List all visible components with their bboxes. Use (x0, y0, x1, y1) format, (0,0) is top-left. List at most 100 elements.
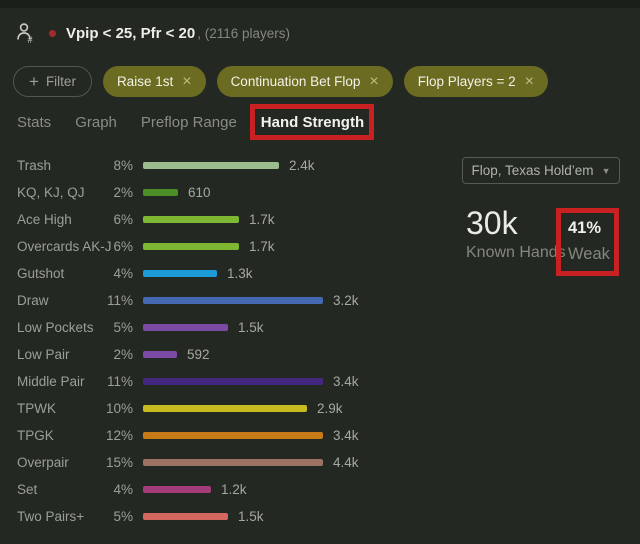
value-label: 4.4k (333, 455, 359, 470)
bar-wrap: 1.2k (133, 482, 447, 497)
value-label: 1.7k (249, 212, 275, 227)
bar-wrap: 592 (133, 347, 447, 362)
close-icon[interactable]: × (182, 72, 192, 90)
chart-row: Ace High 6% 1.7k (17, 206, 447, 233)
known-hands-stat: 30k Known Hands (466, 206, 566, 262)
value-label: 610 (188, 185, 211, 200)
players-group-icon: # (17, 23, 33, 44)
bar-wrap: 4.4k (133, 455, 447, 470)
category-label: Gutshot (17, 266, 65, 281)
bar (143, 324, 228, 331)
category-label: Overcards AK-J (17, 239, 112, 254)
filter-tag[interactable]: Continuation Bet Flop × (216, 66, 393, 97)
bar (143, 243, 239, 250)
chart-row: Gutshot 4% 1.3k (17, 260, 447, 287)
percent-label: 2% (113, 185, 133, 200)
percent-label: 6% (113, 212, 133, 227)
close-icon[interactable]: × (524, 72, 535, 90)
bar (143, 297, 323, 304)
caret-down-icon: ▼ (601, 165, 611, 176)
bar-wrap: 1.7k (133, 239, 447, 254)
category-label: Low Pair (17, 347, 70, 362)
value-label: 3.2k (333, 293, 359, 308)
plus-icon: + (29, 72, 39, 91)
bar (143, 351, 177, 358)
value-label: 1.7k (249, 239, 275, 254)
street-game-dropdown[interactable]: Flop, Texas Hold’em ▼ (462, 157, 620, 184)
chart-row: TPWK 10% 2.9k (17, 395, 447, 422)
value-label: 1.5k (238, 509, 264, 524)
bar (143, 486, 211, 493)
chart-row: TPGK 12% 3.4k (17, 422, 447, 449)
bar (143, 459, 323, 466)
chart-row: Low Pockets 5% 1.5k (17, 314, 447, 341)
value-label: 1.5k (238, 320, 264, 335)
bar-wrap: 1.5k (133, 320, 447, 335)
weak-stat: 41% Weak (556, 208, 619, 276)
value-label: 1.3k (227, 266, 253, 281)
known-hands-label: Known Hands (466, 244, 566, 261)
bar-wrap: 1.7k (133, 212, 447, 227)
known-hands-value: 30k (466, 205, 518, 241)
filter-tag-label: Continuation Bet Flop (230, 74, 361, 89)
percent-label: 2% (113, 347, 133, 362)
filter-tag[interactable]: Raise 1st × (102, 66, 206, 97)
bar (143, 513, 228, 520)
header: # Vpip < 25, Pfr < 20, (2116 players) (16, 21, 290, 45)
chart-row: Draw 11% 3.2k (17, 287, 447, 314)
add-filter-label: Filter (45, 74, 76, 89)
category-label: Middle Pair (17, 374, 85, 389)
category-label: Ace High (17, 212, 72, 227)
tab-preflop-range[interactable]: Preflop Range (140, 114, 237, 131)
category-label: Overpair (17, 455, 69, 470)
chart-row: KQ, KJ, QJ 2% 610 (17, 179, 447, 206)
bar (143, 270, 217, 277)
filter-tag-label: Flop Players = 2 (417, 74, 516, 89)
bar (143, 162, 279, 169)
percent-label: 6% (113, 239, 133, 254)
bar (143, 405, 307, 412)
value-label: 592 (187, 347, 210, 362)
title-text: Vpip < 25, Pfr < 20 (66, 24, 196, 42)
chart-row: Set 4% 1.2k (17, 476, 447, 503)
percent-label: 8% (113, 158, 133, 173)
close-icon[interactable]: × (369, 72, 379, 90)
bar (143, 378, 323, 385)
value-label: 2.4k (289, 158, 315, 173)
tab-stats[interactable]: Stats (17, 114, 52, 131)
percent-label: 11% (106, 374, 133, 389)
filter-tag[interactable]: Flop Players = 2 × (403, 66, 549, 97)
status-dot (49, 29, 56, 37)
percent-label: 4% (113, 482, 133, 497)
value-label: 3.4k (333, 428, 359, 443)
category-label: TPGK (17, 428, 54, 443)
bar (143, 189, 178, 196)
category-label: Trash (17, 158, 52, 173)
bar-wrap: 2.9k (133, 401, 447, 416)
chart-row: Overpair 15% 4.4k (17, 449, 447, 476)
bar-wrap: 3.2k (133, 293, 447, 308)
weak-value: 41% (568, 219, 602, 237)
tab-graph[interactable]: Graph (75, 114, 117, 131)
bar-wrap: 1.3k (133, 266, 447, 281)
bar (143, 432, 323, 439)
bar-wrap: 1.5k (133, 509, 447, 524)
annotation-box-hand-strength (249, 104, 375, 140)
add-filter-button[interactable]: + Filter (13, 66, 92, 97)
window-top-strip (0, 0, 640, 8)
hand-strength-chart: Trash 8% 2.4k KQ, KJ, QJ 2% 610 Ace High 6% 1.7k… (17, 152, 447, 530)
category-label: Low Pockets (17, 320, 94, 335)
chart-row: Two Pairs+ 5% 1.5k (17, 503, 447, 530)
tab-hand-strength[interactable]: Hand Strength (249, 104, 375, 140)
bar (143, 216, 239, 223)
filter-tag-label: Raise 1st (116, 74, 174, 89)
bar-wrap: 610 (133, 185, 447, 200)
value-label: 1.2k (221, 482, 247, 497)
value-label: 2.9k (317, 401, 343, 416)
category-label: Two Pairs+ (17, 509, 85, 524)
percent-label: 5% (113, 509, 133, 524)
tab-bar: Stats Graph Preflop Range Hand Strength (17, 104, 375, 140)
chart-row: Low Pair 2% 592 (17, 341, 447, 368)
bar-wrap: 3.4k (133, 428, 447, 443)
